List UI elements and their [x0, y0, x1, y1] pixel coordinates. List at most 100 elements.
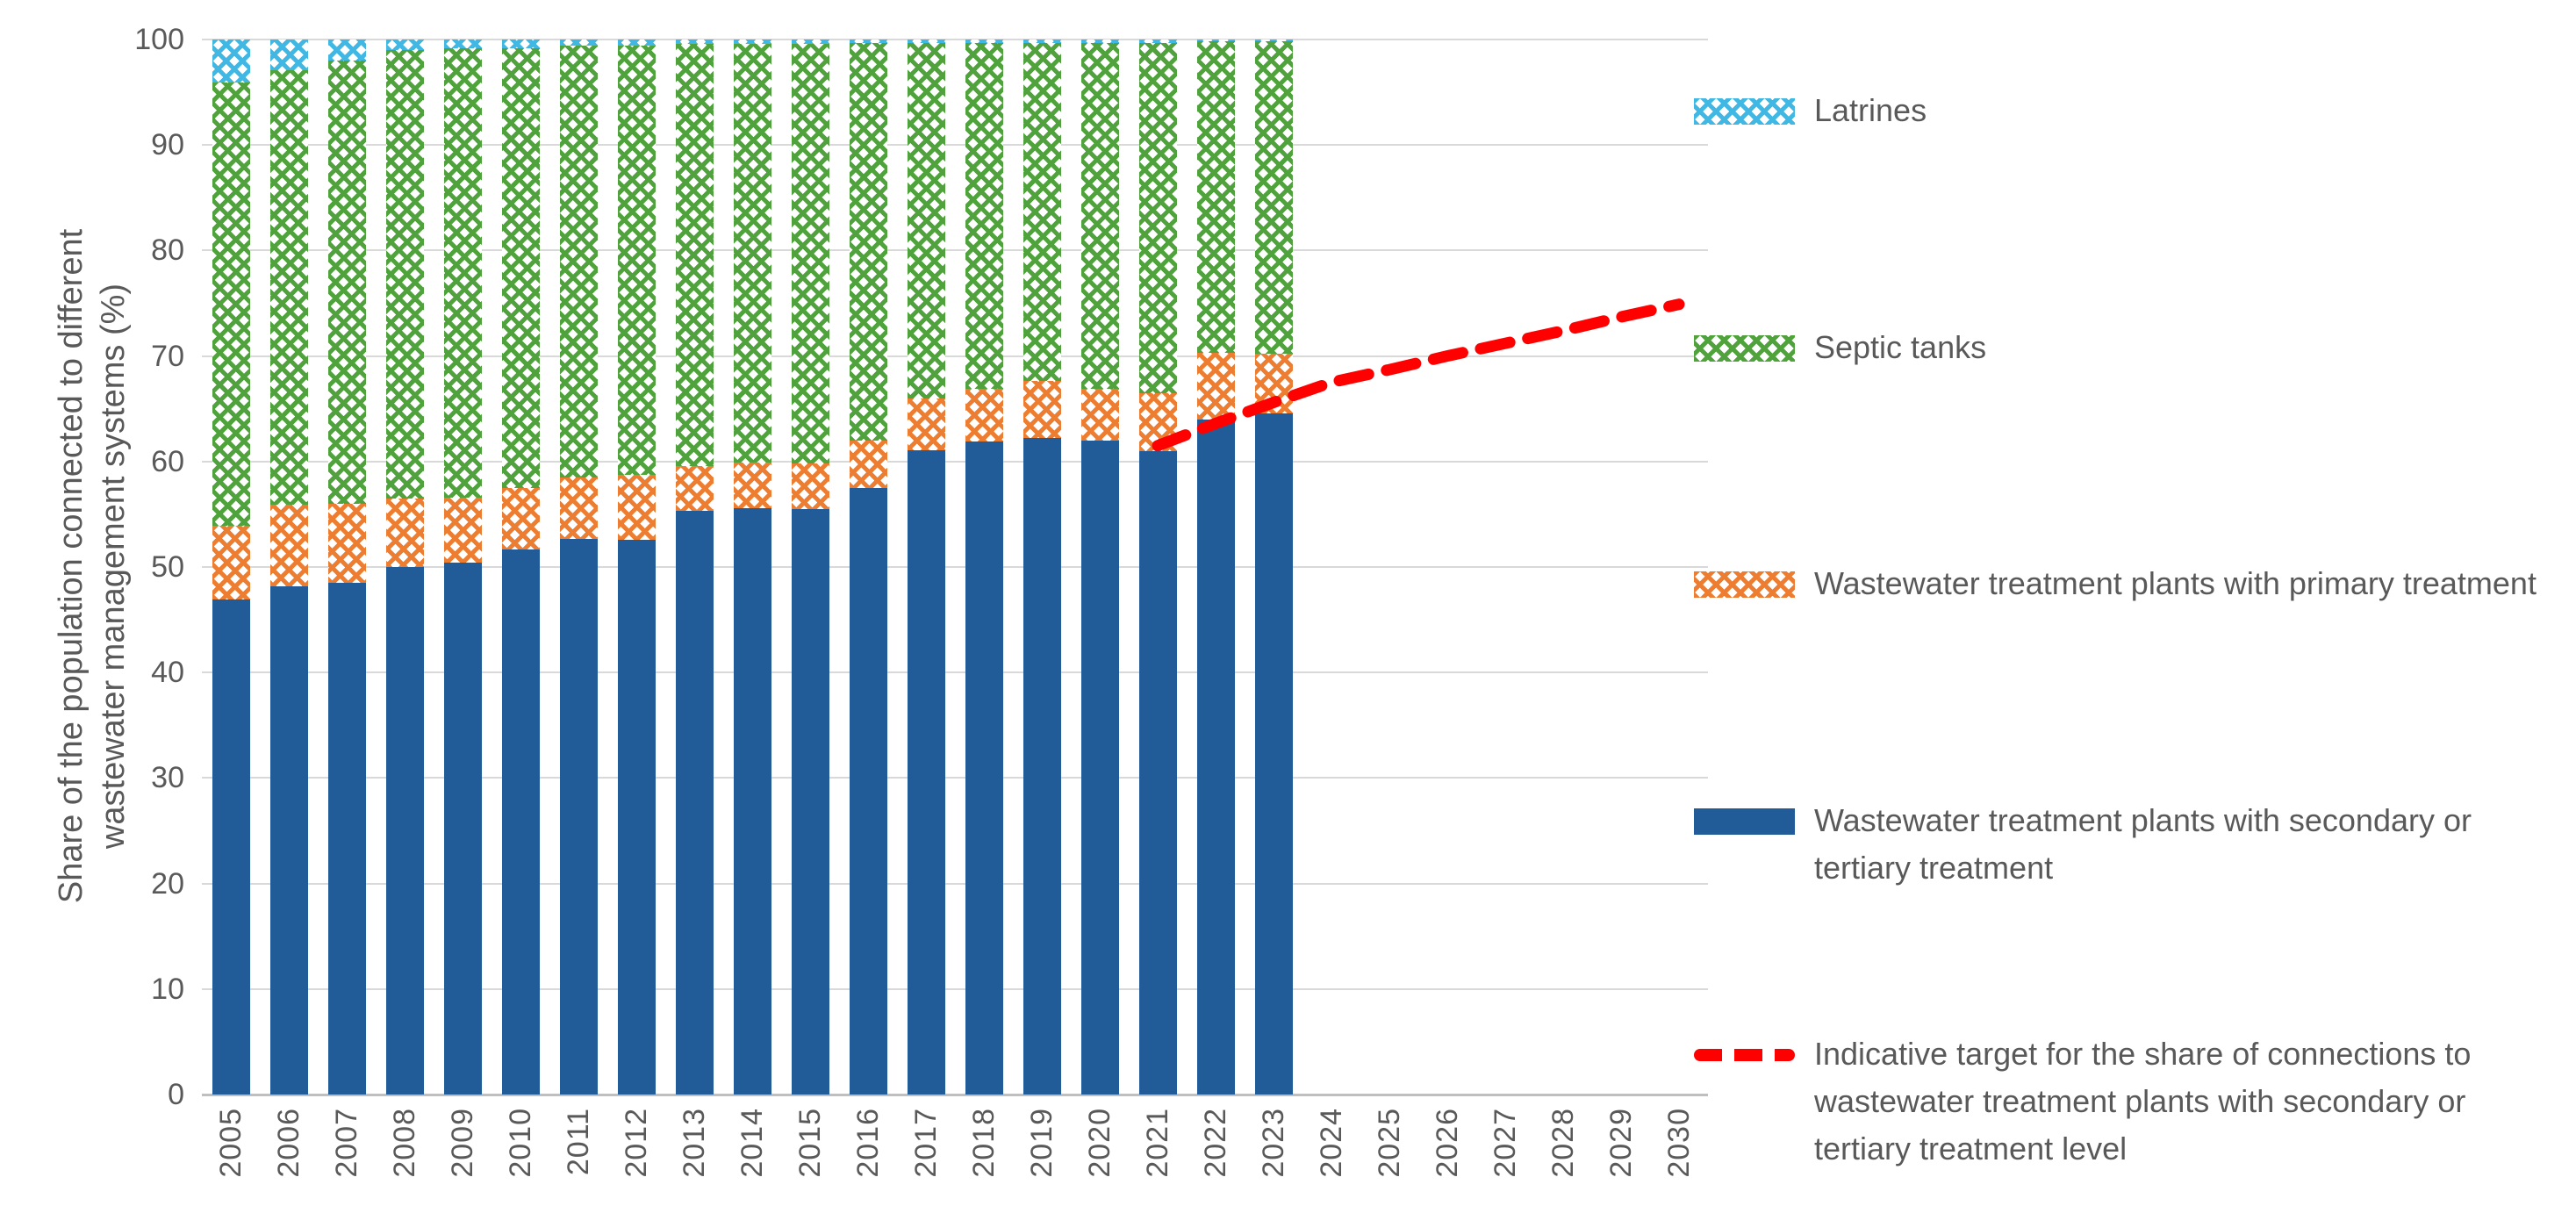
x-tick-label-2017: 2017 [897, 1108, 955, 1186]
x-tick-label-text-2025: 2025 [1372, 1108, 1406, 1178]
gridline-90 [202, 144, 1708, 147]
legend-label-target: Indicative target for the share of conne… [1814, 1036, 2472, 1167]
bar-segment-secondary-2016 [849, 487, 887, 1095]
bar-segment-latrines-2011 [559, 39, 598, 47]
x-tick-label-text-2026: 2026 [1430, 1108, 1464, 1178]
y-tick-label-60: 60 [151, 444, 184, 478]
x-tick-label-text-2021: 2021 [1140, 1108, 1174, 1178]
bar-segment-septic-2013 [675, 43, 714, 466]
bar-slot-2022 [1187, 39, 1245, 1095]
bar-segment-latrines-2005 [212, 39, 250, 83]
x-tick-label-2006: 2006 [260, 1108, 318, 1186]
bar-segment-septic-2005 [212, 83, 250, 527]
bar-segment-septic-2017 [907, 42, 945, 398]
bar-segment-primary-2018 [965, 388, 1003, 441]
bar-segment-secondary-2006 [269, 585, 308, 1095]
legend-swatch-septic-icon [1694, 335, 1795, 362]
x-tick-label-text-2007: 2007 [329, 1108, 363, 1178]
x-tick-label-2022: 2022 [1187, 1108, 1245, 1186]
bar-segment-septic-2019 [1023, 42, 1061, 382]
bar-segment-secondary-2022 [1196, 419, 1235, 1095]
x-tick-label-text-2030: 2030 [1661, 1108, 1696, 1178]
x-tick-label-2026: 2026 [1418, 1108, 1476, 1186]
x-tick-label-text-2011: 2011 [561, 1108, 595, 1176]
x-tick-label-text-2012: 2012 [619, 1108, 653, 1178]
bar-segment-secondary-2008 [385, 567, 424, 1095]
bar-slot-2020 [1071, 39, 1129, 1095]
legend-label-primary: Wastewater treatment plants with primary… [1814, 565, 2537, 601]
bar-segment-primary-2022 [1196, 353, 1235, 420]
gridline-100 [202, 39, 1708, 40]
y-tick-label-70: 70 [151, 339, 184, 373]
bar-segment-latrines-2012 [617, 39, 656, 47]
x-tick-label-text-2016: 2016 [850, 1108, 885, 1178]
x-tick-label-text-2009: 2009 [445, 1108, 479, 1178]
y-tick-label-10: 10 [151, 972, 184, 1006]
y-tick-label-50: 50 [151, 550, 184, 584]
x-tick-label-text-2024: 2024 [1314, 1108, 1348, 1178]
bar-segment-septic-2020 [1080, 42, 1119, 389]
bar-segment-septic-2011 [559, 46, 598, 477]
x-tick-label-text-2028: 2028 [1546, 1108, 1580, 1178]
bar-segment-latrines-2023 [1254, 39, 1293, 42]
x-tick-label-text-2029: 2029 [1604, 1108, 1638, 1178]
x-tick-label-text-2023: 2023 [1256, 1108, 1290, 1178]
bar-segment-latrines-2022 [1196, 39, 1235, 42]
bar-slot-2009 [434, 39, 492, 1095]
bar-segment-primary-2006 [269, 505, 308, 586]
legend-item-latrines: Latrines [1694, 87, 2554, 134]
bar-segment-primary-2014 [733, 463, 771, 508]
bar-segment-septic-2018 [965, 42, 1003, 389]
bar-segment-septic-2012 [617, 46, 656, 476]
legend-item-septic: Septic tanks [1694, 324, 2554, 371]
bar-segment-septic-2022 [1196, 41, 1235, 354]
bar-segment-secondary-2021 [1138, 450, 1177, 1095]
bar-slot-2012 [607, 39, 665, 1095]
bar-segment-primary-2017 [907, 398, 945, 450]
gridline-50 [202, 566, 1708, 568]
bar-segment-secondary-2013 [675, 511, 714, 1095]
bar-segment-latrines-2010 [501, 39, 540, 48]
gridline-60 [202, 460, 1708, 463]
x-tick-label-text-2005: 2005 [213, 1108, 248, 1178]
bar-segment-septic-2008 [385, 50, 424, 499]
legend-item-secondary: Wastewater treatment plants with seconda… [1694, 797, 2554, 892]
x-tick-label-2013: 2013 [665, 1108, 723, 1186]
x-tick-label-2020: 2020 [1071, 1108, 1129, 1186]
x-tick-label-2016: 2016 [839, 1108, 897, 1186]
x-tick-label-text-2006: 2006 [271, 1108, 305, 1178]
bar-segment-latrines-2006 [269, 39, 308, 70]
bar-segment-primary-2019 [1023, 381, 1061, 439]
gridline-80 [202, 249, 1708, 252]
y-tick-label-80: 80 [151, 233, 184, 268]
x-tick-label-text-2022: 2022 [1198, 1108, 1232, 1178]
legend-swatch-target-dash-icon [1694, 1049, 1795, 1061]
bar-segment-latrines-2014 [733, 39, 771, 44]
bar-segment-latrines-2020 [1080, 39, 1119, 43]
x-tick-label-2018: 2018 [955, 1108, 1013, 1186]
x-tick-label-text-2019: 2019 [1024, 1108, 1058, 1178]
y-tick-label-100: 100 [134, 23, 184, 56]
x-tick-label-2025: 2025 [1360, 1108, 1418, 1186]
x-tick-label-2012: 2012 [607, 1108, 665, 1186]
bar-segment-primary-2015 [791, 463, 829, 509]
x-tick-label-text-2027: 2027 [1488, 1108, 1522, 1178]
x-tick-label-text-2014: 2014 [735, 1108, 769, 1178]
x-tick-label-2015: 2015 [781, 1108, 839, 1186]
bar-segment-septic-2016 [849, 42, 887, 441]
bar-segment-septic-2007 [327, 61, 366, 504]
bar-slot-2010 [492, 39, 549, 1095]
bar-segment-septic-2023 [1254, 41, 1293, 355]
bar-segment-secondary-2018 [965, 441, 1003, 1095]
x-tick-label-text-2020: 2020 [1082, 1108, 1116, 1178]
bar-slot-2016 [839, 39, 897, 1095]
x-tick-label-2009: 2009 [434, 1108, 492, 1186]
x-tick-label-text-2010: 2010 [503, 1108, 537, 1178]
x-tick-label-2027: 2027 [1476, 1108, 1534, 1186]
legend-label-latrines: Latrines [1814, 92, 1927, 128]
bar-segment-primary-2005 [212, 526, 250, 600]
bar-segment-septic-2014 [733, 43, 771, 463]
bar-segment-latrines-2009 [443, 39, 482, 48]
bar-segment-latrines-2013 [675, 39, 714, 44]
bar-segment-secondary-2010 [501, 549, 540, 1095]
